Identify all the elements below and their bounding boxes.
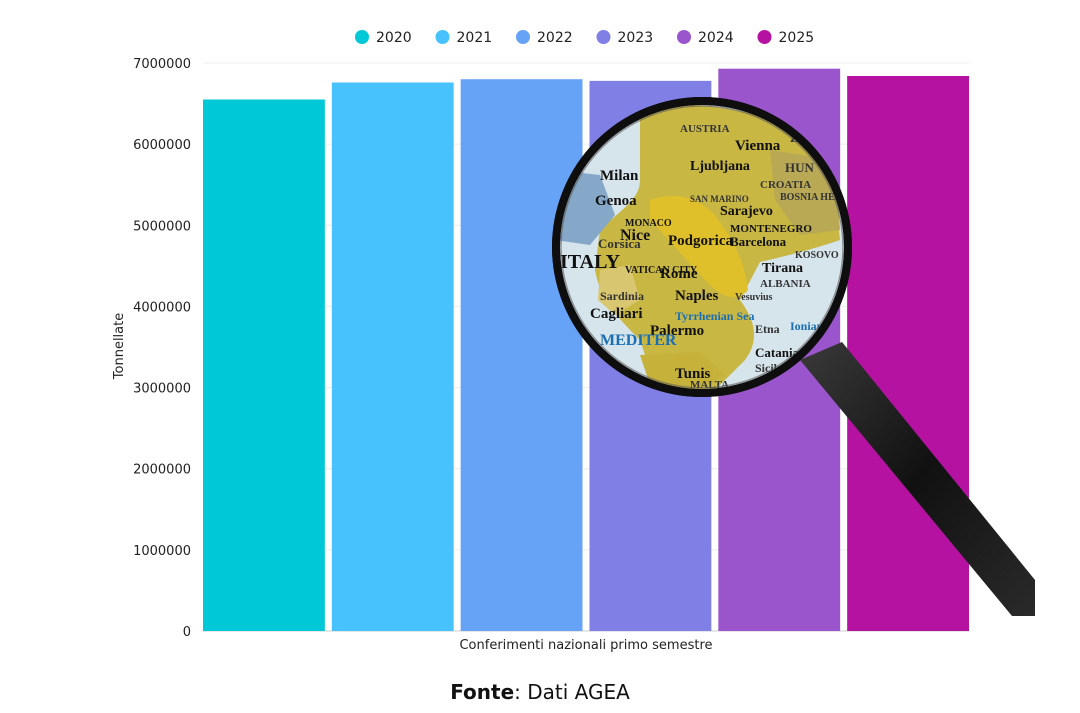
source-note: Fonte: Dati AGEA xyxy=(0,680,1080,704)
legend-marker-2022 xyxy=(516,30,530,44)
source-label: Fonte xyxy=(450,680,515,704)
legend-marker-2023 xyxy=(596,30,611,44)
map-label: Rome xyxy=(660,266,698,282)
y-tick-label: 4000000 xyxy=(133,300,191,315)
map-label: MALTA xyxy=(690,379,729,391)
map-label: Tunis xyxy=(675,366,710,382)
bar-2020 xyxy=(203,99,325,631)
map-label: Ljubljana xyxy=(690,159,750,174)
legend-marker-2025 xyxy=(757,30,772,44)
map-label: Podgorica xyxy=(668,233,733,249)
legend-label-2023: 2023 xyxy=(618,30,654,46)
map-label: Nice xyxy=(620,227,650,244)
map-label: CROATIA xyxy=(760,179,811,191)
map-label: VATICAN CITY xyxy=(625,265,698,276)
map-label: Milan xyxy=(600,168,639,184)
bar-2025 xyxy=(847,75,969,632)
map-label: ALBANIA xyxy=(760,278,811,290)
map-label: Cagliari xyxy=(590,306,643,322)
source-text: : Dati AGEA xyxy=(514,680,630,704)
map-label: Vesuvius xyxy=(735,292,773,303)
map-label: Etna xyxy=(755,322,780,336)
map-label: Ionian xyxy=(790,319,824,333)
map-label: KOSOVO xyxy=(795,250,839,261)
map-label: Sarajevo xyxy=(720,204,773,219)
y-tick-label: 1000000 xyxy=(133,544,191,559)
map-label: Corsica xyxy=(598,236,641,251)
legend-label-2025: 2025 xyxy=(779,30,815,46)
y-tick-label: 6000000 xyxy=(133,138,191,153)
y-axis-ticks: 0 1000000 2000000 3000000 4000000 5000000 6000… xyxy=(133,57,191,640)
map-label: Palermo xyxy=(650,323,704,339)
map-label: Catania xyxy=(755,345,800,360)
map-label: Naples xyxy=(675,288,719,304)
map-label: MONTENEGRO xyxy=(730,223,812,235)
map-label: Barcelona xyxy=(730,234,787,249)
legend-label-2024: 2024 xyxy=(698,30,734,46)
chart-legend: 2020 2021 2022 2023 2024 2025 xyxy=(355,30,814,46)
map-label: AUSTRIA xyxy=(680,123,730,135)
y-tick-label: 7000000 xyxy=(133,57,191,72)
map-label: Tyrrhenian Sea xyxy=(675,309,754,323)
legend-marker-2024 xyxy=(677,30,691,44)
map-label: Genoa xyxy=(595,193,637,209)
map-label: SAN MARINO xyxy=(690,194,749,204)
map-label: HUN xyxy=(785,160,815,175)
y-tick-label: 2000000 xyxy=(133,463,191,478)
y-tick-label: 5000000 xyxy=(133,219,191,234)
y-tick-label: 0 xyxy=(183,625,191,640)
map-label: Sardinia xyxy=(600,289,644,303)
map-label: ITALY xyxy=(560,251,621,273)
map-label: Vienna xyxy=(735,138,781,154)
legend-label-2021: 2021 xyxy=(457,30,493,46)
y-axis-label: Tonnellate xyxy=(112,313,127,380)
bar-2021 xyxy=(331,82,454,631)
magnifying-glass-icon: AUSTRIAViennaLjubljanaZagrebHUNMilanGeno… xyxy=(552,97,1035,616)
legend-label-2020: 2020 xyxy=(376,30,412,46)
legend-marker-2020 xyxy=(355,30,369,44)
bar-2022 xyxy=(460,79,583,631)
legend-label-2022: 2022 xyxy=(537,30,573,46)
legend-marker-2021 xyxy=(435,30,450,44)
x-axis-label: Conferimenti nazionali primo semestre xyxy=(459,638,712,653)
map-label: MONACO xyxy=(625,218,672,229)
map-label: BOSNIA HER xyxy=(780,192,843,203)
map-label: MEDITER xyxy=(600,332,677,349)
map-label: Tirana xyxy=(762,261,803,276)
y-tick-label: 3000000 xyxy=(133,382,191,397)
